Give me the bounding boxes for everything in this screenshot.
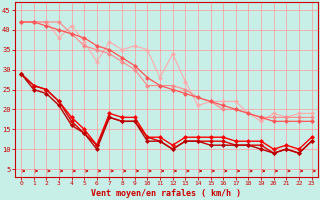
X-axis label: Vent moyen/en rafales ( km/h ): Vent moyen/en rafales ( km/h ) [91,189,241,198]
